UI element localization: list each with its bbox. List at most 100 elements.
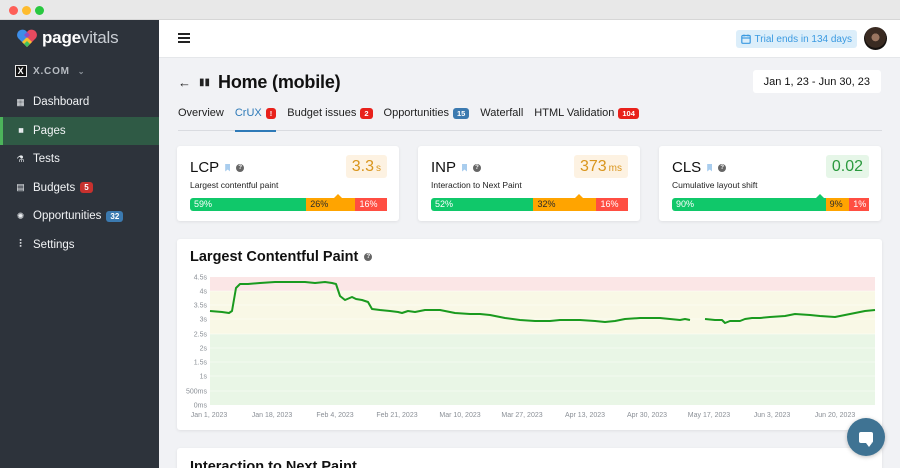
svg-text:Jun 3, 2023: Jun 3, 2023	[754, 412, 791, 419]
good-zone	[210, 334, 875, 405]
trial-label: Trial ends in 134 days	[754, 33, 852, 45]
tab-opportunities[interactable]: Opportunities 15	[384, 104, 470, 131]
sidebar-item-label: Opportunities	[33, 210, 102, 223]
chart-title: Interaction to Next Paint	[190, 459, 357, 468]
page-title: Home (mobile)	[218, 72, 341, 92]
budget-issues-count-badge: 2	[360, 108, 373, 119]
needs-improvement-segment: 9%	[825, 198, 850, 211]
site-selector[interactable]: X X.COM ⌄	[15, 65, 85, 77]
svg-text:Jun 20, 2023: Jun 20, 2023	[815, 412, 856, 419]
metric-value: 3.3 s	[345, 155, 387, 178]
sidebar-item-dashboard[interactable]: ▦ Dashboard	[0, 88, 159, 117]
x-site-icon: X	[15, 65, 27, 77]
metric-card-inp[interactable]: INP ? Interaction to Next Paint 373 ms 5…	[418, 146, 640, 221]
svg-text:Jan 1, 2023: Jan 1, 2023	[191, 412, 228, 419]
good-segment: 59%	[190, 198, 307, 211]
trial-badge[interactable]: Trial ends in 134 days	[735, 30, 857, 48]
pagevitals-logo[interactable]: pagevitals	[16, 28, 119, 48]
svg-text:Mar 10, 2023: Mar 10, 2023	[439, 412, 480, 419]
sidebar-nav: ▦ Dashboard ▮▮ Pages ⚗ Tests ▤ Budgets 5…	[0, 88, 159, 259]
metric-value-unit: ms	[608, 162, 622, 174]
help-icon[interactable]: ?	[364, 253, 373, 261]
opportunities-count-badge: 15	[452, 108, 470, 119]
user-avatar[interactable]	[864, 27, 887, 50]
metric-value-unit: s	[376, 162, 381, 174]
top-bar: Trial ends in 134 days	[159, 20, 900, 58]
metric-name: Interaction to Next Paint	[431, 180, 522, 190]
tab-budget-issues[interactable]: Budget issues 2	[287, 104, 373, 131]
tab-label: Opportunities	[383, 107, 449, 119]
bookmark-icon[interactable]	[225, 163, 231, 172]
sidebar-item-pages[interactable]: ▮▮ Pages	[0, 116, 159, 145]
needs-improvement-segment: 32%	[533, 198, 597, 211]
svg-text:Mar 27, 2023: Mar 27, 2023	[501, 412, 542, 419]
bookmark-icon[interactable]	[707, 163, 713, 172]
opportunities-count-badge: 32	[106, 210, 124, 222]
sidebar-item-label: Pages	[33, 124, 66, 137]
close-window-button[interactable]	[9, 6, 18, 15]
metric-value: 0.02	[825, 155, 869, 178]
tab-waterfall[interactable]: Waterfall	[480, 104, 523, 131]
sidebar-item-opportunities[interactable]: ✺ Opportunities 32	[0, 202, 159, 231]
back-arrow-icon[interactable]: ←	[178, 75, 191, 90]
svg-text:Feb 4, 2023: Feb 4, 2023	[316, 412, 353, 419]
lcp-line-chart[interactable]: 4.5s 4s 3.5s 3s 2.5s 2s 1.5s 1s 500ms 0m…	[177, 239, 882, 430]
window-titlebar	[0, 0, 900, 20]
sidebar-item-label: Tests	[33, 153, 60, 166]
poor-zone	[210, 277, 875, 291]
tab-html-validation[interactable]: HTML Validation 104	[534, 104, 639, 131]
p75-marker-icon	[574, 194, 583, 198]
chat-support-button[interactable]	[847, 418, 885, 456]
svg-text:Jan 18, 2023: Jan 18, 2023	[252, 412, 293, 419]
svg-text:1.5s: 1.5s	[194, 360, 208, 367]
metric-card-cls[interactable]: CLS ? Cumulative layout shift 0.02 90% 9…	[659, 146, 881, 221]
x-axis-labels: Jan 1, 2023 Jan 18, 2023 Feb 4, 2023 Feb…	[191, 412, 856, 419]
sidebar: pagevitals X X.COM ⌄ ▦ Dashboard ▮▮ Page…	[0, 20, 159, 468]
metric-card-lcp[interactable]: LCP ? Largest contentful paint 3.3 s 59%…	[177, 146, 399, 221]
page-tabs: Overview CrUX ! Budget issues 2 Opportun…	[178, 104, 882, 132]
maximize-window-button[interactable]	[35, 6, 44, 15]
svg-text:2s: 2s	[200, 346, 208, 353]
sidebar-item-settings[interactable]: ⫶ Settings	[0, 231, 159, 260]
svg-text:4.5s: 4.5s	[194, 275, 208, 282]
good-segment: 52%	[431, 198, 534, 211]
svg-text:4s: 4s	[200, 289, 208, 296]
bookmark-icon[interactable]	[462, 163, 468, 172]
poor-segment: 16%	[596, 198, 628, 211]
lcp-series-line	[209, 281, 691, 323]
chart-title-text: Interaction to Next Paint	[190, 459, 357, 468]
date-range-picker[interactable]: Jan 1, 23 - Jun 30, 23	[752, 70, 881, 93]
sidebar-item-label: Settings	[33, 238, 75, 251]
book-icon: ▮▮	[199, 77, 211, 88]
sidebar-item-label: Dashboard	[33, 96, 90, 109]
heart-logo-icon	[17, 29, 37, 47]
help-icon[interactable]: ?	[473, 163, 482, 172]
tab-label: HTML Validation	[534, 107, 615, 119]
page-header: ← ▮▮ Home (mobile)	[178, 72, 341, 93]
lcp-series-line-continued	[704, 309, 876, 324]
crux-alert-badge: !	[265, 108, 277, 119]
metric-header: CLS ?	[672, 159, 727, 176]
sidebar-item-tests[interactable]: ⚗ Tests	[0, 145, 159, 174]
tab-crux[interactable]: CrUX !	[234, 104, 277, 132]
minimize-window-button[interactable]	[22, 6, 31, 15]
help-icon[interactable]: ?	[718, 163, 727, 172]
html-validation-count-badge: 104	[618, 108, 639, 119]
distribution-bar: 52% 32% 16%	[431, 194, 628, 211]
tab-label: CrUX	[234, 107, 262, 119]
distribution-bar: 59% 26% 16%	[190, 194, 387, 211]
book-icon: ▮▮	[18, 128, 24, 135]
site-label: X.COM	[33, 65, 70, 77]
tab-label: Budget issues	[287, 107, 357, 119]
chat-icon	[859, 431, 873, 447]
svg-text:May 17, 2023: May 17, 2023	[688, 412, 731, 419]
svg-text:2.5s: 2.5s	[194, 332, 208, 339]
sidebar-item-budgets[interactable]: ▤ Budgets 5	[0, 174, 159, 203]
metric-header: INP ?	[431, 159, 482, 176]
lightbulb-icon: ✺	[16, 210, 25, 221]
sidebar-item-label: Budgets	[33, 181, 76, 194]
chart-title: Largest Contentful Paint ?	[190, 249, 373, 265]
tab-overview[interactable]: Overview	[178, 104, 224, 131]
help-icon[interactable]: ?	[236, 163, 245, 172]
menu-toggle-icon[interactable]	[178, 33, 190, 43]
